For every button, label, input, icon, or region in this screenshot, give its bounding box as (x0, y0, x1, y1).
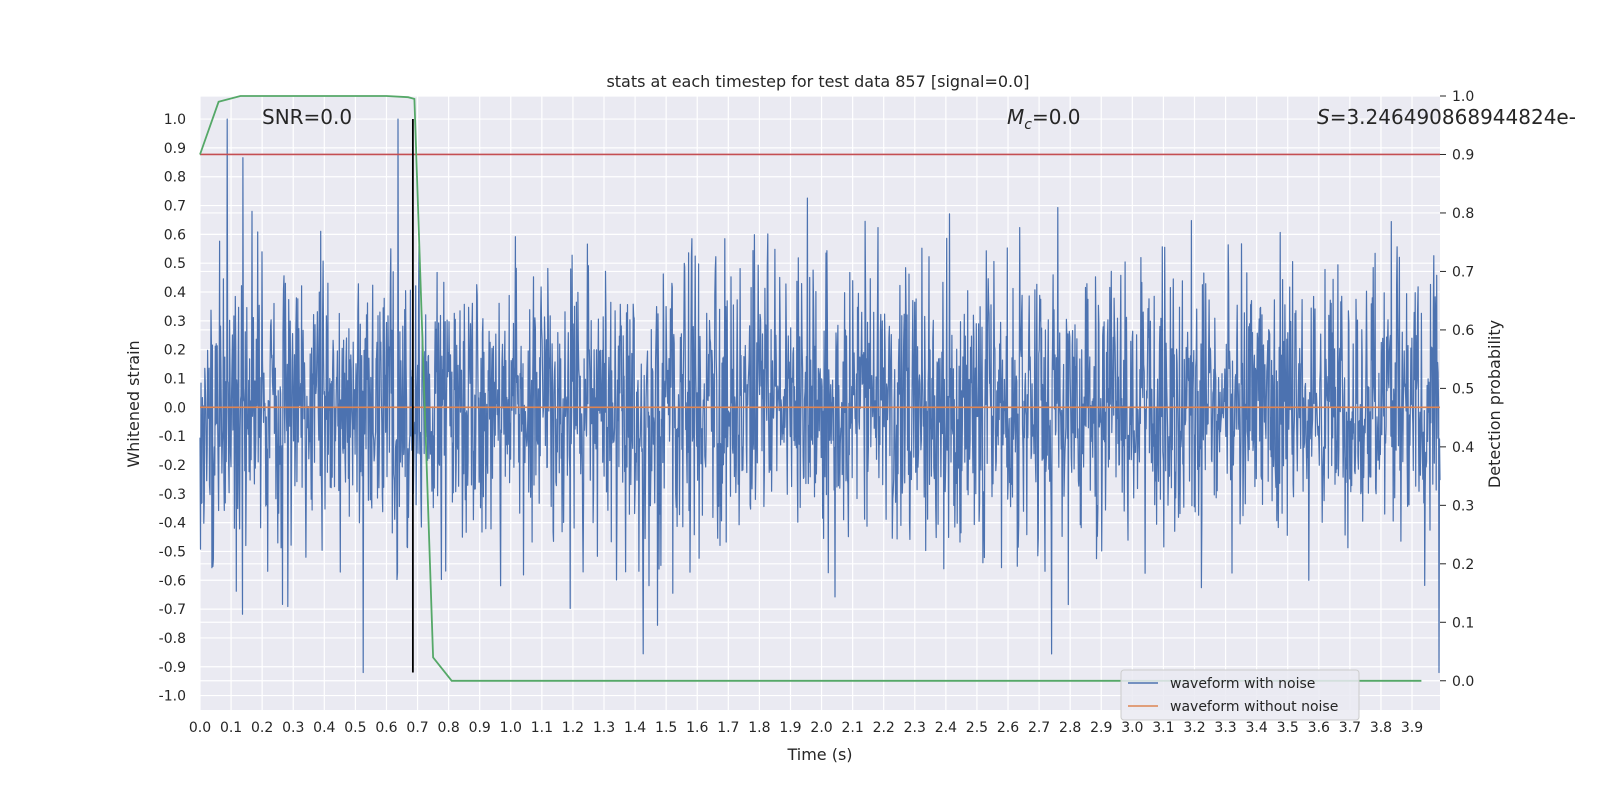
y2-tick-label: 1.0 (1452, 89, 1474, 105)
x-tick-label: 0.1 (220, 720, 242, 736)
x-tick-label: 0.4 (313, 720, 335, 736)
y-tick-label: 0.1 (164, 371, 186, 387)
y-tick-label: 0.7 (164, 199, 186, 215)
x-tick-label: 1.0 (500, 720, 522, 736)
y-tick-label: -0.5 (159, 544, 186, 560)
y-axis-left: 1.0 0.9 0.8 0.7 0.6 0.5 0.4 0.3 0.2 0.1 0.0 -0.1 -0.… (159, 112, 186, 705)
x-tick-label: 1.9 (779, 720, 801, 736)
series-detection-probability (199, 95, 1422, 682)
x-tick-label: 2.5 (966, 720, 988, 736)
x-tick-label: 3.6 (1308, 720, 1330, 736)
x-tick-label: 0.0 (189, 720, 211, 736)
chirp-mass-value: =0.0 (1032, 105, 1081, 129)
x-tick-label: 1.7 (717, 720, 739, 736)
x-tick-label: 0.8 (437, 720, 459, 736)
y-tick-label: -0.9 (159, 660, 186, 676)
x-tick-label: 1.4 (624, 720, 646, 736)
y2-tick-label: 0.6 (1452, 323, 1474, 339)
x-tick-label: 1.6 (686, 720, 708, 736)
x-tick-label: 2.1 (841, 720, 863, 736)
x-tick-label: 3.0 (1121, 720, 1143, 736)
y-tick-label: 0.5 (164, 256, 186, 272)
y-tick-label: -0.4 (159, 516, 186, 532)
x-tick-label: 3.8 (1370, 720, 1392, 736)
legend-label-noise: waveform with noise (1170, 676, 1315, 692)
x-tick-label: 3.2 (1183, 720, 1205, 736)
s-annotation: S=3.246490868944824e- (1317, 105, 1576, 129)
y-tick-label: 0.9 (164, 141, 186, 157)
y-axis-label: Whitened strain (124, 340, 143, 467)
x-axis: 0.0 0.1 0.2 0.3 0.4 0.5 0.6 0.7 0.8 0.9 1.0 1.1 1.2 1… (189, 720, 1423, 736)
x-tick-label: 0.9 (469, 720, 491, 736)
legend: waveform with noise waveform without noi… (1120, 669, 1360, 721)
x-tick-label: 0.2 (251, 720, 273, 736)
x-tick-label: 2.7 (1028, 720, 1050, 736)
legend-label-clean: waveform without noise (1170, 699, 1338, 715)
x-tick-label: 3.7 (1339, 720, 1361, 736)
x-tick-label: 2.3 (904, 720, 926, 736)
y2-tick-label: 0.0 (1452, 674, 1474, 690)
x-tick-label: 2.6 (997, 720, 1019, 736)
x-tick-label: 0.6 (375, 720, 397, 736)
x-axis-label: Time (s) (786, 745, 852, 764)
y2-tick-label: 0.8 (1452, 206, 1474, 222)
y2-tick-label: 0.2 (1452, 557, 1474, 573)
y2-tick-label: 0.7 (1452, 264, 1474, 280)
y-tick-label: 0.8 (164, 170, 186, 186)
s-symbol: S (1317, 105, 1330, 129)
chirp-mass-subscript: c (1024, 117, 1032, 133)
chirp-mass-annotation: Mc=0.0 (1007, 105, 1081, 133)
x-tick-label: 2.2 (873, 720, 895, 736)
x-tick-label: 0.7 (406, 720, 428, 736)
series-layer (199, 95, 1441, 682)
y-tick-label: -0.8 (159, 631, 186, 647)
x-tick-label: 0.5 (344, 720, 366, 736)
y-axis-right: 1.0 0.9 0.8 0.7 0.6 0.5 0.4 0.3 0.2 0.1 0.0 (1440, 89, 1474, 690)
x-tick-label: 3.9 (1401, 720, 1423, 736)
x-tick-label: 3.5 (1277, 720, 1299, 736)
x-tick-label: 1.2 (562, 720, 584, 736)
x-tick-label: 2.4 (935, 720, 957, 736)
y2-tick-label: 0.9 (1452, 147, 1474, 163)
y2-tick-label: 0.5 (1452, 381, 1474, 397)
series-waveform-with-noise (199, 118, 1441, 674)
y2-tick-label: 0.3 (1452, 498, 1474, 514)
x-tick-label: 1.1 (531, 720, 553, 736)
y-tick-label: 0.0 (164, 400, 186, 416)
y-tick-label: -0.2 (159, 458, 186, 474)
y-tick-label: -0.1 (159, 429, 186, 445)
x-tick-label: 2.0 (810, 720, 832, 736)
x-tick-label: 3.1 (1152, 720, 1174, 736)
chart-title: stats at each timestep for test data 857… (606, 72, 1029, 91)
y-tick-label: -0.3 (159, 487, 186, 503)
x-tick-label: 0.3 (282, 720, 304, 736)
y-tick-label: -1.0 (159, 689, 186, 705)
legend-box (1120, 669, 1360, 721)
y2-tick-label: 0.1 (1452, 615, 1474, 631)
y-tick-label: -0.7 (159, 602, 186, 618)
x-tick-label: 2.9 (1090, 720, 1112, 736)
y-tick-label: -0.6 (159, 573, 186, 589)
x-tick-label: 3.3 (1214, 720, 1236, 736)
y-tick-label: 0.6 (164, 227, 186, 243)
y2-tick-label: 0.4 (1452, 440, 1474, 456)
y-tick-label: 1.0 (164, 112, 186, 128)
snr-annotation: SNR=0.0 (262, 105, 352, 129)
x-tick-label: 2.8 (1059, 720, 1081, 736)
chirp-mass-symbol: M (1007, 105, 1024, 129)
s-value: =3.246490868944824e- (1330, 105, 1576, 129)
y-tick-label: 0.2 (164, 343, 186, 359)
y2-axis-label: Detection probability (1485, 320, 1504, 488)
y-tick-label: 0.4 (164, 285, 186, 301)
x-tick-label: 1.8 (748, 720, 770, 736)
x-tick-label: 1.5 (655, 720, 677, 736)
y-tick-label: 0.3 (164, 314, 186, 330)
x-tick-label: 1.3 (593, 720, 615, 736)
x-tick-label: 3.4 (1246, 720, 1268, 736)
